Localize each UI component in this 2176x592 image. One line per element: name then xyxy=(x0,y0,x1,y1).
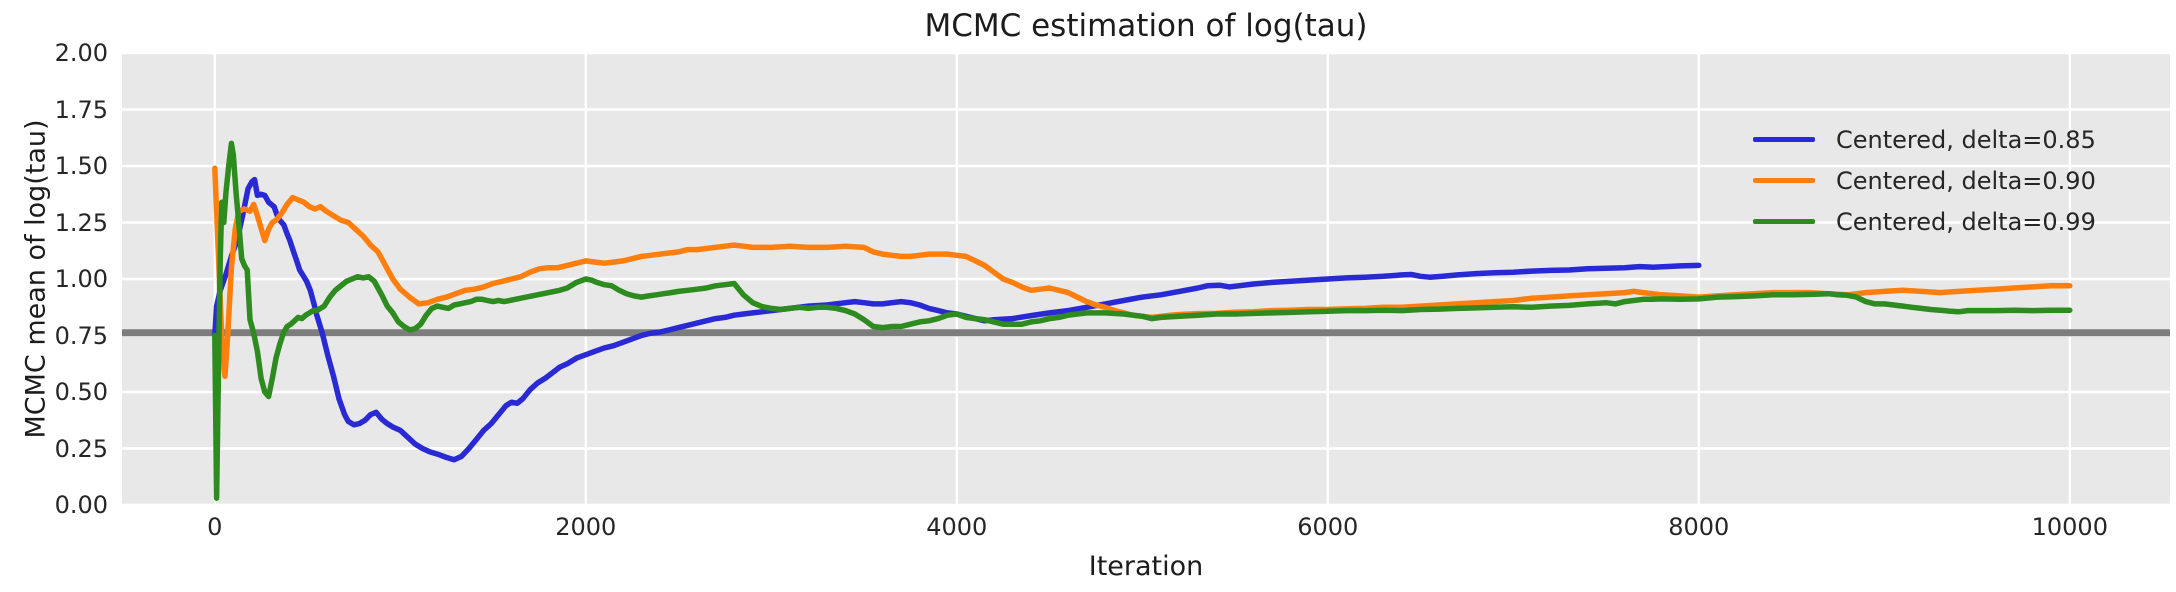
y-tick-label: 0.00 xyxy=(54,491,108,519)
legend: Centered, delta=0.85 Centered, delta=0.9… xyxy=(1753,119,2096,242)
y-tick-label: 0.25 xyxy=(54,434,108,463)
chart-title: MCMC estimation of log(tau) xyxy=(924,8,1368,44)
plot-area: Centered, delta=0.85 Centered, delta=0.9… xyxy=(122,53,2170,505)
legend-line-swatch-blue xyxy=(1753,137,1815,142)
y-tick-label: 1.00 xyxy=(54,265,108,293)
y-tick-label: 1.50 xyxy=(54,152,108,180)
x-tick-label: 10000 xyxy=(2031,513,2108,541)
legend-line-swatch-green xyxy=(1753,219,1815,224)
x-tick-label: 6000 xyxy=(1297,513,1359,541)
y-tick-label: 0.75 xyxy=(54,321,108,350)
x-tick-label: 8000 xyxy=(1668,513,1730,541)
legend-item: Centered, delta=0.99 xyxy=(1753,201,2096,242)
legend-item: Centered, delta=0.85 xyxy=(1753,119,2096,160)
x-tick-label: 0 xyxy=(207,513,223,541)
y-tick-label: 2.00 xyxy=(54,39,108,67)
x-tick-label: 2000 xyxy=(555,513,617,541)
x-axis-label: Iteration xyxy=(1088,551,1204,582)
y-tick-label: 0.50 xyxy=(54,378,108,406)
legend-label: Centered, delta=0.85 xyxy=(1836,125,2096,154)
legend-line-swatch-orange xyxy=(1753,178,1815,183)
legend-label: Centered, delta=0.90 xyxy=(1836,166,2096,195)
chart-canvas xyxy=(122,53,2170,505)
y-tick-label: 1.25 xyxy=(54,208,108,237)
y-tick-label: 1.75 xyxy=(54,95,108,124)
legend-label: Centered, delta=0.99 xyxy=(1836,207,2096,236)
x-tick-label: 4000 xyxy=(926,513,988,541)
legend-item: Centered, delta=0.90 xyxy=(1753,160,2096,201)
